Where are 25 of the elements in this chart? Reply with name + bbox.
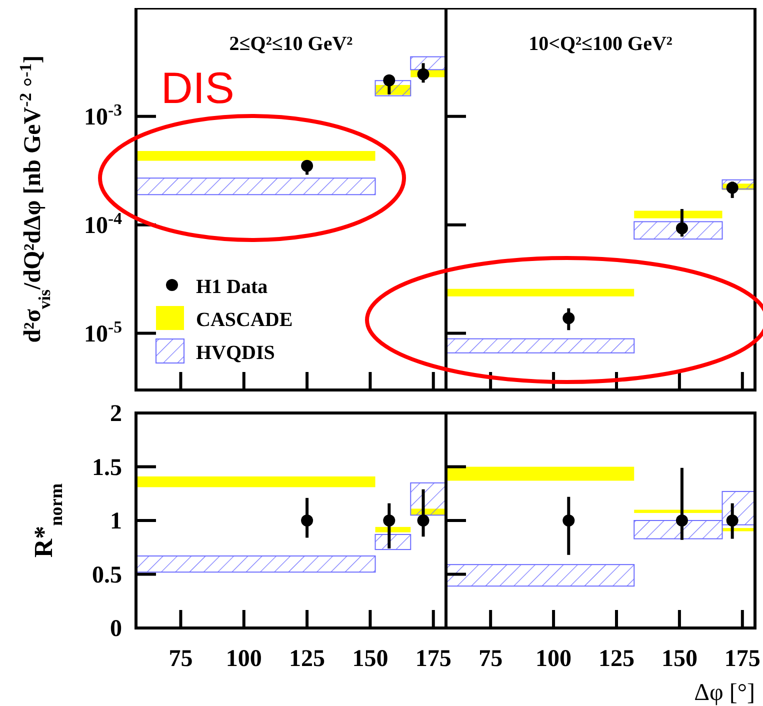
x-tick-label: 150	[661, 646, 698, 672]
text: 10<Q²≤100 GeV²	[528, 33, 672, 55]
legend-label: CASCADE	[196, 309, 293, 331]
x-axis-title: Δφ [°]	[694, 680, 755, 706]
x-tick-label: 75	[478, 646, 503, 672]
legend-label: HVQDIS	[196, 342, 275, 364]
y-tick-label: 2	[110, 401, 122, 427]
x-tick-label: 175	[415, 646, 452, 672]
y-tick-label: 0	[110, 616, 122, 642]
x-tick-label: 125	[598, 646, 634, 672]
y-tick-label: 10$^{-4}$	[84, 208, 123, 239]
x-tick-label: 75	[168, 646, 193, 672]
x-tick-label: 100	[536, 646, 572, 672]
legend-label: H1 Data	[196, 276, 268, 298]
y-tick-label: 10$^{-5}$	[84, 316, 122, 348]
y-tick-label: 0.5	[92, 562, 122, 588]
x-tick-label: 100	[226, 646, 262, 672]
y-tick-label: 1.5	[92, 454, 122, 481]
x-tick-label: 175	[724, 646, 760, 672]
x-tick-label: 150	[352, 646, 388, 672]
text: 2≤Q²≤10 GeV²	[229, 33, 353, 55]
x-tick-label: 125	[289, 646, 326, 672]
y-tick-label: 10$^{-3}$	[84, 100, 122, 130]
y-tick-label: 1	[110, 508, 122, 534]
annotation: DIS	[161, 64, 234, 113]
